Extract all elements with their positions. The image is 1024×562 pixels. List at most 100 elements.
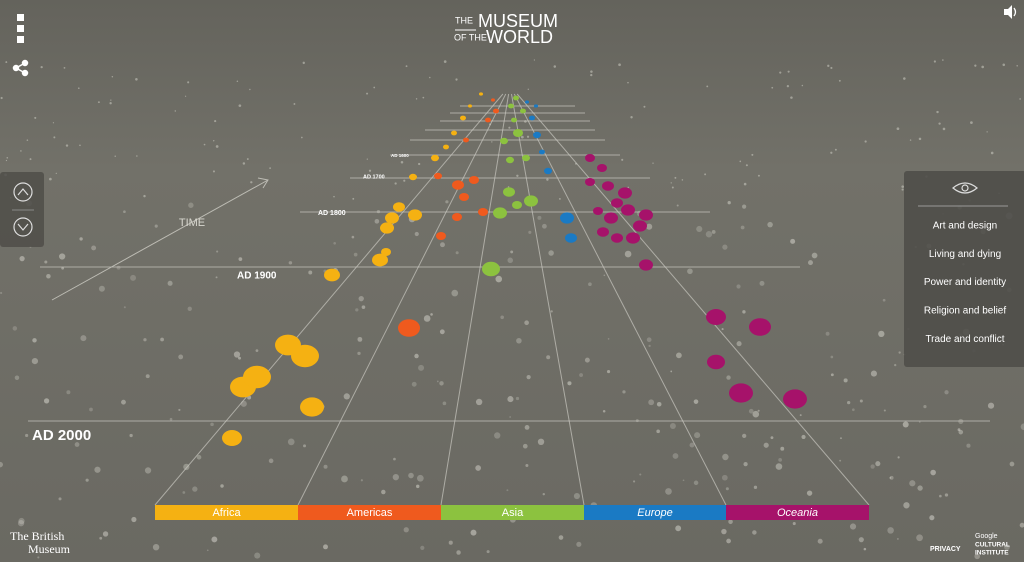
filter-item[interactable]: Art and design — [933, 221, 998, 232]
sound-button[interactable] — [1004, 5, 1017, 19]
object-dot[interactable] — [493, 108, 499, 114]
object-dot[interactable] — [706, 309, 726, 325]
object-dot[interactable] — [500, 137, 508, 145]
object-dot[interactable] — [508, 103, 514, 109]
object-dot[interactable] — [525, 100, 529, 104]
object-dot[interactable] — [393, 202, 405, 212]
object-dot[interactable] — [493, 207, 507, 219]
object-dot[interactable] — [463, 137, 469, 143]
object-dot[interactable] — [469, 176, 479, 184]
object-dot[interactable] — [451, 130, 457, 136]
object-dot[interactable] — [452, 180, 464, 190]
object-dot[interactable] — [707, 354, 725, 370]
privacy-link[interactable]: PRIVACY — [930, 546, 961, 553]
object-dot[interactable] — [597, 164, 607, 172]
object-dot[interactable] — [491, 98, 495, 102]
region-tab[interactable] — [726, 505, 869, 520]
menu-button[interactable] — [17, 14, 24, 43]
nav-down[interactable] — [13, 217, 33, 237]
object-dot[interactable] — [639, 209, 653, 221]
particle — [830, 66, 833, 70]
region-label[interactable]: Americas — [347, 507, 393, 519]
object-dot[interactable] — [533, 131, 541, 139]
object-dot[interactable] — [597, 227, 609, 237]
object-dot[interactable] — [300, 397, 324, 417]
object-dot[interactable] — [372, 253, 388, 267]
object-dot[interactable] — [539, 149, 545, 155]
object-dot[interactable] — [431, 154, 439, 162]
nav-up[interactable] — [13, 182, 33, 202]
particle — [53, 136, 56, 139]
object-dot[interactable] — [534, 104, 538, 108]
object-dot[interactable] — [585, 178, 595, 186]
object-dot[interactable] — [324, 268, 340, 282]
object-dot[interactable] — [783, 389, 807, 409]
object-dot[interactable] — [611, 198, 623, 208]
object-dot[interactable] — [611, 233, 623, 243]
object-dot[interactable] — [626, 232, 640, 244]
object-dot[interactable] — [222, 430, 242, 446]
object-dot[interactable] — [460, 115, 466, 121]
object-dot[interactable] — [243, 365, 271, 389]
object-dot[interactable] — [593, 207, 603, 215]
particle — [588, 282, 592, 287]
object-dot[interactable] — [749, 318, 771, 336]
object-dot[interactable] — [522, 154, 530, 162]
region-tab[interactable] — [298, 505, 441, 520]
object-dot[interactable] — [604, 212, 618, 224]
filter-item[interactable]: Religion and belief — [924, 306, 1007, 317]
object-dot[interactable] — [544, 167, 552, 175]
museum-logo[interactable]: Museum — [28, 542, 71, 556]
region-label[interactable]: Europe — [637, 507, 672, 519]
object-dot[interactable] — [482, 261, 500, 277]
object-dot[interactable] — [408, 209, 422, 221]
object-dot[interactable] — [485, 117, 491, 123]
object-dot[interactable] — [621, 204, 635, 216]
museum-logo[interactable]: The British — [10, 529, 64, 543]
region-label[interactable]: Asia — [502, 507, 524, 519]
object-dot[interactable] — [585, 154, 595, 162]
region-label[interactable]: Africa — [212, 507, 241, 519]
filter-item[interactable]: Living and dying — [929, 249, 1001, 260]
region-tab[interactable] — [441, 505, 584, 520]
object-dot[interactable] — [513, 95, 519, 101]
logo[interactable]: THE MUSEUM OF THE WORLD — [454, 11, 558, 47]
object-dot[interactable] — [618, 187, 632, 199]
object-dot[interactable] — [560, 212, 574, 224]
object-dot[interactable] — [565, 233, 577, 243]
object-dot[interactable] — [529, 115, 535, 121]
object-dot[interactable] — [291, 344, 319, 368]
object-dot[interactable] — [512, 201, 522, 209]
object-dot[interactable] — [436, 232, 446, 240]
object-dot[interactable] — [513, 129, 523, 137]
object-dot[interactable] — [468, 104, 472, 108]
object-dot[interactable] — [459, 193, 469, 201]
filter-item[interactable]: Power and identity — [924, 277, 1006, 288]
object-dot[interactable] — [434, 172, 442, 180]
region-tab[interactable] — [584, 505, 726, 520]
object-dot[interactable] — [511, 117, 517, 123]
object-dot[interactable] — [524, 195, 538, 207]
region-label[interactable]: Oceania — [777, 507, 818, 519]
object-dot[interactable] — [729, 383, 753, 403]
object-dot[interactable] — [478, 208, 488, 216]
share-button[interactable] — [12, 59, 29, 77]
object-dot[interactable] — [443, 144, 449, 150]
particle — [416, 484, 420, 489]
object-dot[interactable] — [633, 220, 647, 232]
object-dot[interactable] — [385, 212, 399, 224]
object-dot[interactable] — [381, 248, 391, 256]
filter-item[interactable]: Trade and conflict — [925, 334, 1004, 345]
object-dot[interactable] — [520, 108, 526, 114]
region-tab[interactable] — [155, 505, 298, 520]
object-dot[interactable] — [479, 92, 483, 96]
object-dot[interactable] — [506, 156, 514, 164]
object-dot[interactable] — [639, 259, 653, 271]
object-dot[interactable] — [602, 181, 614, 191]
eye-icon[interactable] — [952, 182, 978, 194]
object-dot[interactable] — [503, 187, 515, 197]
object-dot[interactable] — [409, 173, 417, 181]
object-dot[interactable] — [380, 222, 394, 234]
object-dot[interactable] — [398, 319, 420, 337]
object-dot[interactable] — [452, 213, 462, 221]
